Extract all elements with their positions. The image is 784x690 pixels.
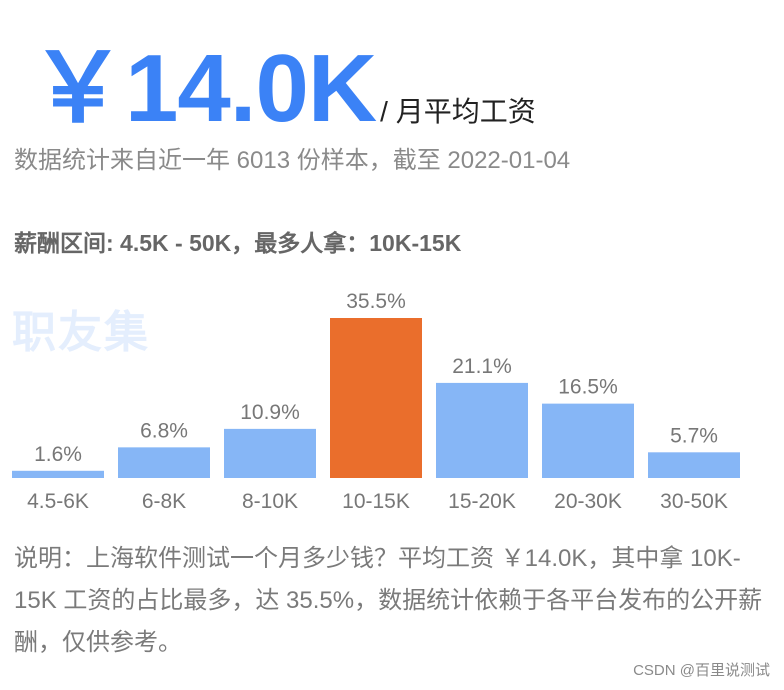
bar-20-30K [542, 403, 634, 478]
category-label: 30-50K [660, 490, 728, 513]
value-label: 6.8% [140, 419, 188, 442]
explanation-text: 说明：上海软件测试一个月多少钱？平均工资 ￥14.0K，其中拿 10K-15K … [14, 545, 763, 656]
category-label: 20-30K [554, 490, 622, 513]
category-label: 15-20K [448, 490, 516, 513]
salary-range: 薪酬区间: 4.5K - 50K，最多人拿：10K-15K [14, 230, 462, 256]
headline: ￥14.0K / 月平均工资 [30, 10, 536, 149]
category-label: 10-15K [342, 490, 410, 513]
per-month-label: / 月平均工资 [380, 96, 536, 127]
value-label: 1.6% [34, 443, 82, 466]
value-label: 21.1% [452, 355, 512, 378]
category-label: 4.5-6K [27, 490, 89, 513]
credit-text: CSDN @百里说测试 [633, 662, 770, 679]
bar-8-10K [224, 428, 316, 478]
salary-distribution-chart: 1.6% 4.5-6K 6.8% 6-8K 10.9% 8-10K 35.5% 10-15K 2… [12, 290, 740, 513]
category-label: 6-8K [142, 490, 186, 513]
watermark-logo: 职友集 [12, 308, 150, 357]
category-label: 8-10K [242, 490, 298, 513]
value-label: 35.5% [346, 290, 406, 313]
bar-4.5-6K [12, 470, 104, 478]
bar-6-8K [118, 447, 210, 478]
value-label: 16.5% [558, 376, 618, 399]
average-salary: ￥14.0K [30, 35, 377, 142]
bar-10-15K [330, 318, 422, 478]
bar-15-20K [436, 382, 528, 478]
value-label: 10.9% [240, 401, 300, 424]
sample-info: 数据统计来自近一年 6013 份样本，截至 2022-01-04 [14, 147, 571, 174]
bar-30-50K [648, 452, 740, 478]
value-label: 5.7% [670, 424, 718, 447]
